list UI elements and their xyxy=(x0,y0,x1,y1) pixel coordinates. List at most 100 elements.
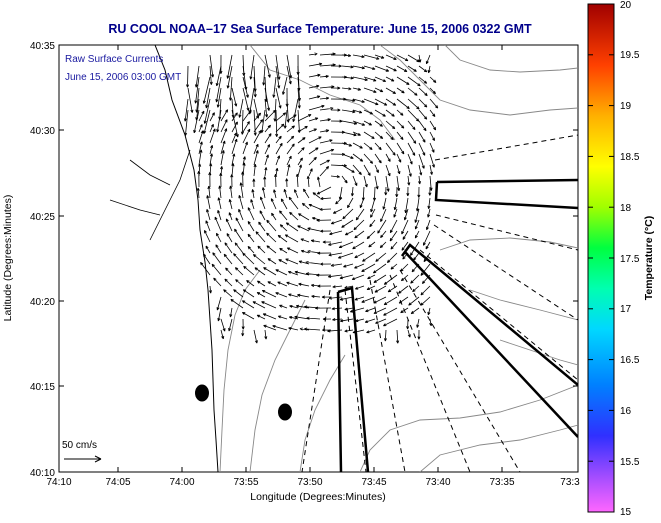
current-vector xyxy=(206,209,211,221)
current-vector xyxy=(275,292,288,298)
current-vector xyxy=(215,76,222,103)
current-vector xyxy=(407,131,417,144)
current-vector xyxy=(297,225,310,232)
current-vector xyxy=(261,301,277,309)
current-vector xyxy=(349,307,365,313)
current-vector xyxy=(264,98,269,118)
current-vector xyxy=(352,142,363,149)
current-vector xyxy=(319,139,333,144)
current-vector xyxy=(319,166,330,177)
current-vector xyxy=(320,197,332,201)
current-vector xyxy=(341,76,354,80)
current-vector xyxy=(385,87,397,94)
current-vector xyxy=(242,289,255,298)
current-vector xyxy=(287,271,299,276)
current-vector xyxy=(412,285,420,293)
current-vector xyxy=(228,318,233,332)
current-vector xyxy=(275,135,282,144)
surface-current-vectors xyxy=(183,52,439,344)
current-vector xyxy=(341,153,354,159)
current-vector xyxy=(242,156,246,166)
current-vector xyxy=(205,220,211,232)
current-vector xyxy=(263,324,277,331)
current-vector xyxy=(279,304,288,309)
current-vector xyxy=(353,219,365,231)
current-vector xyxy=(209,123,214,133)
current-vector xyxy=(423,230,431,246)
current-vector xyxy=(308,204,321,210)
current-vector xyxy=(429,164,433,175)
current-vector xyxy=(285,222,299,232)
current-vector xyxy=(216,109,222,133)
current-vector xyxy=(263,267,277,276)
axis-ticks xyxy=(58,44,578,472)
current-vector xyxy=(264,124,271,133)
current-vector xyxy=(294,270,310,276)
current-vector xyxy=(308,156,317,166)
current-vector xyxy=(266,245,277,254)
current-vector xyxy=(260,196,266,210)
current-vector xyxy=(205,87,211,109)
current-vector xyxy=(300,249,310,254)
current-vector xyxy=(341,109,356,114)
current-vector xyxy=(417,186,421,198)
current-vector xyxy=(198,141,203,155)
current-vector xyxy=(364,318,376,323)
current-vector xyxy=(252,178,256,188)
current-vector xyxy=(203,98,211,124)
current-vector xyxy=(286,135,295,144)
current-vector xyxy=(317,176,321,188)
current-vector xyxy=(308,128,317,133)
current-vector xyxy=(234,242,244,254)
current-vector xyxy=(337,252,354,259)
current-vector xyxy=(363,109,373,115)
current-vector xyxy=(262,65,266,86)
current-vector xyxy=(279,210,288,221)
current-vector xyxy=(366,230,376,240)
current-vector xyxy=(233,289,244,298)
current-vector xyxy=(385,120,396,130)
coastline-land xyxy=(59,45,219,472)
current-vector xyxy=(374,54,385,59)
current-vector xyxy=(363,54,380,60)
current-vector xyxy=(233,253,244,265)
current-vector xyxy=(414,219,420,230)
current-vector xyxy=(319,96,330,100)
current-vector xyxy=(374,65,390,72)
current-vector xyxy=(363,98,379,106)
current-vector xyxy=(383,329,387,342)
current-vector xyxy=(307,227,321,232)
current-vector xyxy=(330,119,343,123)
current-vector xyxy=(373,296,387,304)
current-vector xyxy=(253,164,257,177)
current-vector xyxy=(343,263,354,268)
current-vector xyxy=(396,142,405,155)
current-vector xyxy=(335,197,343,205)
current-vector xyxy=(427,197,431,209)
current-vector xyxy=(242,141,248,155)
current-vector xyxy=(241,329,245,337)
current-vector xyxy=(215,244,222,254)
current-vector xyxy=(216,296,222,311)
current-vector xyxy=(242,121,250,133)
current-vector xyxy=(297,87,301,109)
current-vector xyxy=(275,269,288,276)
current-vector xyxy=(270,198,277,210)
x-tick-label: 74:05 xyxy=(105,477,130,488)
current-vector xyxy=(316,186,332,195)
current-vector xyxy=(218,185,222,199)
current-vector xyxy=(242,109,252,122)
current-vector xyxy=(363,131,375,139)
x-tick-label: 73:35 xyxy=(489,477,514,488)
current-vector xyxy=(286,247,299,254)
current-vector xyxy=(275,155,280,166)
current-vector xyxy=(256,292,266,298)
current-vector xyxy=(274,173,278,188)
x-tick-label: 74:10 xyxy=(46,477,71,488)
current-vector xyxy=(266,232,277,243)
current-vector xyxy=(277,281,288,287)
current-vector xyxy=(224,278,233,287)
current-vector xyxy=(321,295,332,299)
current-vector xyxy=(383,274,398,285)
current-vector xyxy=(308,136,322,144)
